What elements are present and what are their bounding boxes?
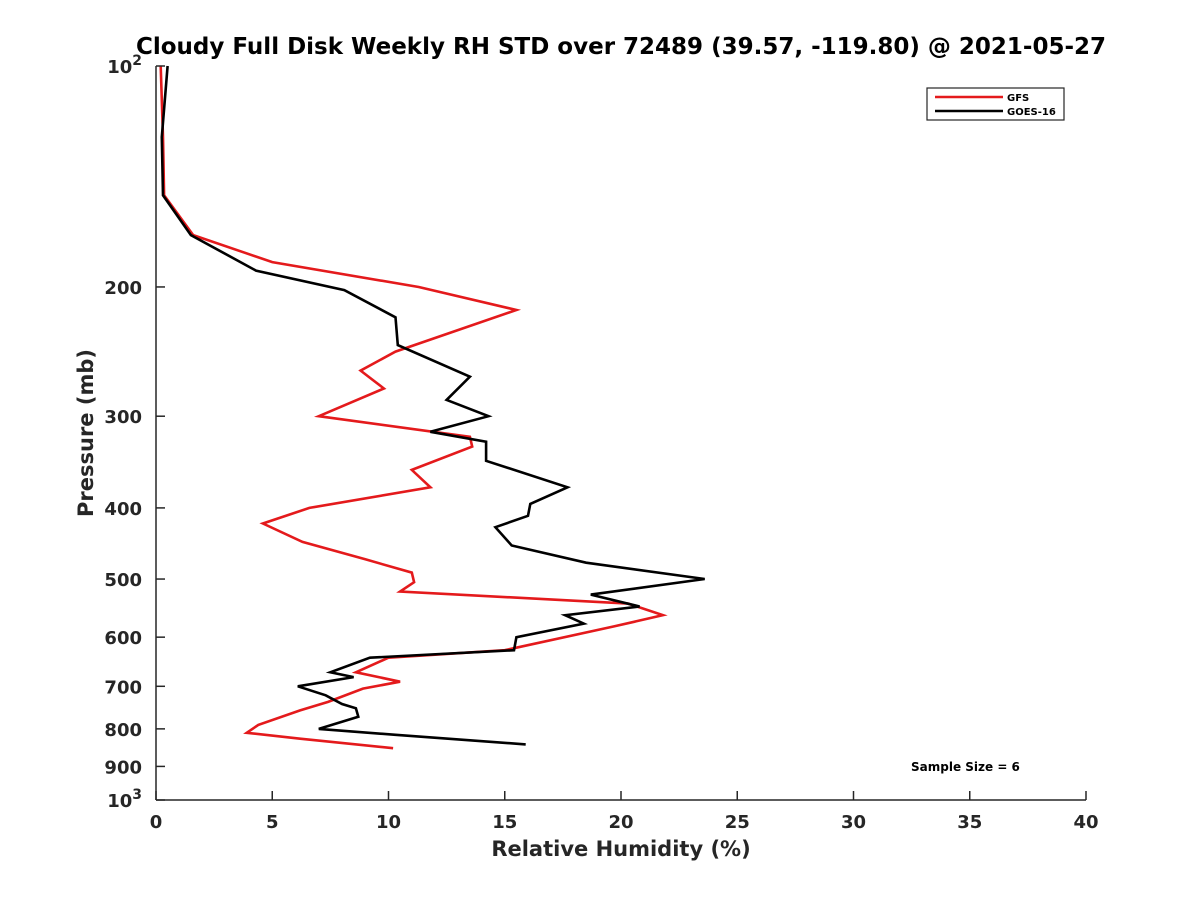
y-tick-label: 200 (104, 278, 142, 299)
x-tick-label: 20 (608, 812, 633, 833)
x-axis-label: Relative Humidity (%) (491, 837, 750, 861)
y-tick-label: 300 (104, 407, 142, 428)
x-tick-label: 5 (266, 812, 279, 833)
x-tick-label: 30 (841, 812, 866, 833)
y-tick-label: 700 (104, 677, 142, 698)
legend-label-goes16: GOES-16 (1007, 107, 1056, 118)
y-tick-label: 600 (104, 628, 142, 649)
legend-label-gfs: GFS (1007, 93, 1029, 104)
chart-background (0, 0, 1200, 900)
y-tick-label: 800 (104, 720, 142, 741)
chart-title: Cloudy Full Disk Weekly RH STD over 7248… (136, 34, 1106, 60)
legend: GFS GOES-16 (927, 88, 1064, 120)
y-tick-label: 400 (104, 499, 142, 520)
x-tick-label: 35 (957, 812, 982, 833)
x-tick-label: 0 (150, 812, 163, 833)
x-tick-label: 10 (376, 812, 401, 833)
y-axis-label: Pressure (mb) (74, 349, 98, 517)
y-tick-label: 500 (104, 570, 142, 591)
sample-size-annotation: Sample Size = 6 (911, 760, 1020, 774)
x-tick-label: 40 (1073, 812, 1098, 833)
x-tick-label: 25 (725, 812, 750, 833)
x-tick-label: 15 (492, 812, 517, 833)
chart: Cloudy Full Disk Weekly RH STD over 7248… (0, 0, 1200, 900)
y-tick-label: 900 (104, 757, 142, 778)
